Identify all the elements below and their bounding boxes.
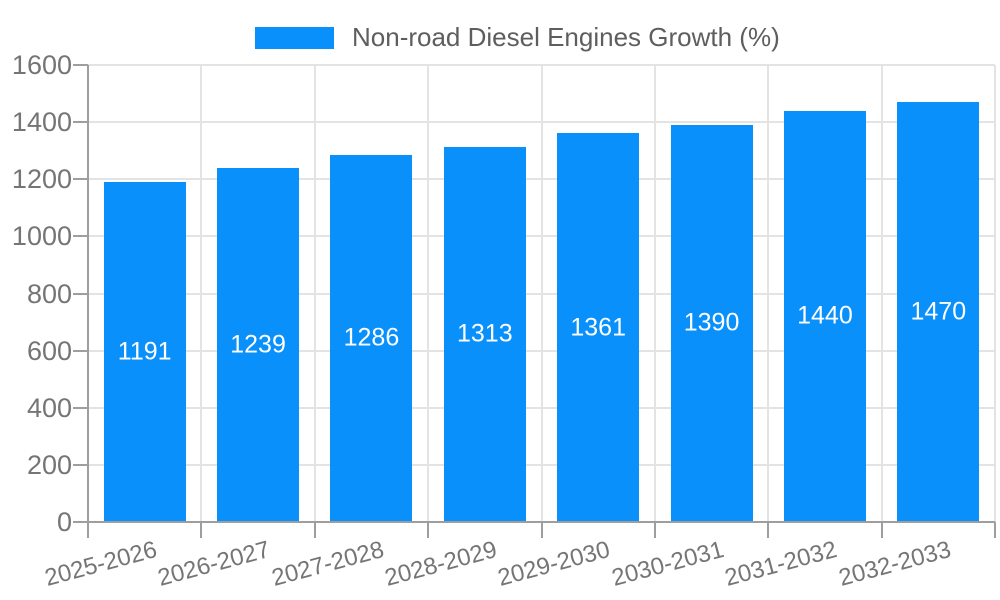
y-axis-line <box>87 65 89 538</box>
y-tick-mark <box>73 235 88 238</box>
x-tick-mark <box>994 522 996 538</box>
v-gridline <box>313 65 316 522</box>
x-tick-mark <box>767 522 770 538</box>
v-gridline <box>200 65 203 522</box>
bar-2025-2026[interactable]: 1191 <box>103 181 186 522</box>
y-tick-mark <box>73 64 88 66</box>
y-tick-mark <box>73 406 88 409</box>
bar-value-label: 1440 <box>797 301 853 330</box>
x-tick-label: 2032-2033 <box>835 536 954 592</box>
v-gridline <box>427 65 430 522</box>
legend[interactable]: Non-road Diesel Engines Growth (%) <box>255 22 780 53</box>
y-tick-mark <box>73 521 88 523</box>
x-tick-mark <box>427 522 430 538</box>
y-tick-label: 1400 <box>11 107 72 138</box>
x-tick-mark <box>200 522 203 538</box>
bar-2026-2027[interactable]: 1239 <box>217 168 300 522</box>
y-tick-mark <box>73 463 88 466</box>
y-tick-label: 400 <box>26 392 72 423</box>
y-tick-mark <box>73 292 88 295</box>
x-tick-mark <box>540 522 543 538</box>
x-tick-label: 2027-2028 <box>268 536 387 592</box>
bar-value-label: 1239 <box>230 330 286 359</box>
bar-2029-2030[interactable]: 1361 <box>557 133 640 522</box>
bar-value-label: 1361 <box>570 313 626 342</box>
y-tick-label: 600 <box>26 335 72 366</box>
y-tick-label: 1000 <box>11 221 72 252</box>
x-tick-label: 2031-2032 <box>722 536 840 592</box>
y-tick-mark <box>73 349 88 352</box>
y-tick-label: 1600 <box>11 50 72 80</box>
v-gridline <box>653 65 656 522</box>
x-tick-label: 2026-2027 <box>155 536 274 592</box>
y-tick-label: 1200 <box>11 164 72 195</box>
y-tick-mark <box>73 121 88 124</box>
bar-2028-2029[interactable]: 1313 <box>443 146 526 522</box>
bar-2032-2033[interactable]: 1470 <box>897 102 980 522</box>
x-tick-label: 2025-2026 <box>41 536 160 592</box>
bar-2030-2031[interactable]: 1390 <box>670 124 753 522</box>
bar-value-label: 1470 <box>910 297 967 326</box>
x-tick-mark <box>313 522 316 538</box>
x-tick-label: 2028-2029 <box>381 536 500 592</box>
bar-value-label: 1191 <box>117 337 172 366</box>
v-gridline <box>540 65 543 522</box>
v-gridline <box>767 65 770 522</box>
y-tick-label: 200 <box>26 449 72 480</box>
bar-value-label: 1313 <box>457 319 513 348</box>
x-tick-label: 2029-2030 <box>495 536 614 592</box>
bar-value-label: 1286 <box>343 323 400 352</box>
y-tick-label: 0 <box>56 507 72 537</box>
bar-2027-2028[interactable]: 1286 <box>330 154 413 522</box>
legend-swatch <box>255 26 334 49</box>
legend-label: Non-road Diesel Engines Growth (%) <box>352 22 780 52</box>
bar-value-label: 1390 <box>683 308 740 337</box>
y-tick-label: 800 <box>26 278 72 309</box>
x-tick-label: 2030-2031 <box>608 536 727 592</box>
x-tick-mark <box>653 522 656 538</box>
v-gridline <box>880 65 883 522</box>
y-tick-mark <box>73 178 88 181</box>
bar-2031-2032[interactable]: 1440 <box>783 110 866 522</box>
x-tick-mark <box>880 522 883 538</box>
v-gridline <box>994 65 996 522</box>
